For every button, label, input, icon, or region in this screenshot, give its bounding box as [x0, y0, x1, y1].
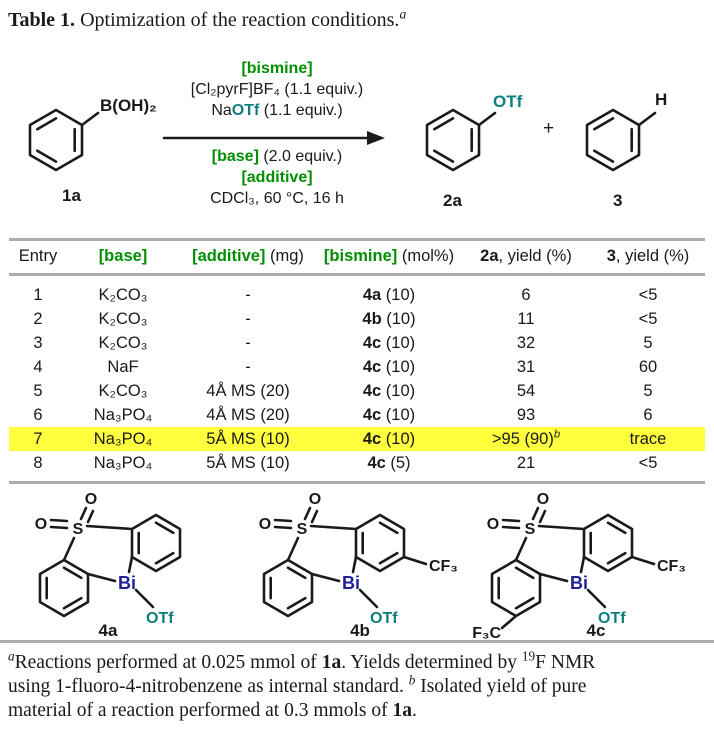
boronic-acid-label: B(OH)₂: [100, 96, 157, 115]
plus-sign: +: [543, 118, 555, 139]
caption-footnote-marker: a: [399, 6, 407, 22]
hydrogen-label: H: [655, 90, 668, 109]
triflate-label: OTf: [493, 92, 523, 111]
header-yield-2a: 2a, yield (%): [461, 239, 591, 276]
header-yield-3: 3, yield (%): [591, 239, 705, 276]
footnote-line: aReactions performed at 0.025 mmol of 1a…: [8, 648, 596, 673]
table-header-row: Entry [base] [additive] (mg) [bismine] (…: [9, 239, 705, 276]
additive-placeholder: [additive]: [241, 169, 313, 186]
fluorinating-reagent: [Cl₂pyrF]BF₄ (1.1 equiv.): [190, 81, 364, 98]
sulfur-atom: S: [297, 521, 308, 538]
structure-4c: S O O Bi OTf CF₃ F₃C 4c: [472, 491, 686, 640]
table-row: 4 NaF - 4c (10) 31 60: [33, 357, 658, 376]
triflate-group: OTf: [146, 610, 174, 627]
header-bismine: [bismine] (mol%): [317, 239, 461, 276]
product-3-ring-structure: [585, 108, 657, 172]
table-row-highlighted: 7 Na₃PO₄ 5Å MS (10) 4c (10) >95 (90)b tr…: [9, 427, 705, 451]
base-placeholder: [base] (2.0 equiv.): [211, 148, 343, 165]
table-row: 2 K₂CO₃ - 4b (10) 11 <5: [33, 309, 658, 328]
bismuth-atom: Bi: [118, 573, 136, 593]
table-row: 8 Na₃PO₄ 5Å MS (10) 4c (5) 21 <5: [33, 453, 658, 472]
compound-2a-label: 2a: [443, 191, 462, 210]
oxygen-atom: O: [537, 491, 549, 508]
oxygen-atom: O: [487, 516, 499, 533]
triflate-group: OTf: [370, 610, 398, 627]
cf3-group: F₃C: [472, 625, 501, 640]
compound-1a-label: 1a: [62, 186, 81, 205]
footnote-line: material of a reaction performed at 0.3 …: [8, 700, 417, 721]
optimization-table: Entry [base] [additive] (mg) [bismine] (…: [9, 238, 705, 484]
sodium-triflate: NaOTf (1.1 equiv.): [211, 102, 343, 119]
bismuth-atom: Bi: [570, 573, 588, 593]
compound-4b-label: 4b: [350, 621, 370, 640]
benzene-ring-structure: [28, 108, 100, 172]
oxygen-atom: O: [35, 516, 47, 533]
product-2a-ring-structure: [425, 108, 497, 172]
table-row: 3 K₂CO₃ - 4c (10) 32 5: [33, 333, 653, 352]
conditions-below-arrow: [base] (2.0 equiv.) [additive] CDCl₃, 60…: [152, 146, 402, 209]
header-additive: [additive] (mg): [179, 239, 317, 276]
table-caption-text: Optimization of the reaction conditions.: [75, 9, 400, 31]
cf3-group: CF₃: [429, 558, 458, 575]
oxygen-atom: O: [85, 491, 97, 508]
reaction-scheme: B(OH)₂ 1a [bismine] [Cl₂pyrF]BF₄ (1.1 eq…: [0, 50, 714, 228]
table-footnote: aReactions performed at 0.025 mmol of 1a…: [8, 648, 708, 723]
header-base: [base]: [67, 239, 179, 276]
header-entry: Entry: [9, 239, 67, 276]
cf3-group: CF₃: [657, 558, 686, 575]
structure-4b: S O O Bi OTf CF₃ 4b: [259, 491, 458, 640]
oxygen-atom: O: [259, 516, 271, 533]
bismine-placeholder: [bismine]: [241, 60, 313, 77]
bismine-structures-strip: S O O Bi OTf 4a S O O Bi OTf CF₃ 4b S O …: [0, 488, 714, 643]
compound-3-label: 3: [613, 191, 623, 210]
solvent-conditions: CDCl₃, 60 °C, 16 h: [210, 190, 344, 207]
table-row: 5 K₂CO₃ 4Å MS (20) 4c (10) 54 5: [33, 381, 653, 400]
reaction-arrow: [162, 131, 385, 145]
table-row: 6 Na₃PO₄ 4Å MS (20) 4c (10) 93 6: [33, 405, 653, 424]
table-caption: Table 1. Optimization of the reaction co…: [8, 6, 706, 32]
footnote-line: using 1-fluoro-4-nitrobenzene as interna…: [8, 672, 587, 697]
bismuth-atom: Bi: [342, 573, 360, 593]
sulfur-atom: S: [73, 521, 84, 538]
compound-4c-label: 4c: [587, 621, 606, 640]
oxygen-atom: O: [309, 491, 321, 508]
structure-4a: S O O Bi OTf 4a: [35, 491, 182, 640]
conditions-above-arrow: [bismine] [Cl₂pyrF]BF₄ (1.1 equiv.) NaOT…: [152, 58, 402, 121]
table-caption-number: Table 1.: [8, 9, 76, 31]
compound-4a-label: 4a: [99, 621, 118, 640]
triflate-group: OTf: [598, 610, 626, 627]
sulfur-atom: S: [525, 521, 536, 538]
table-row: 1 K₂CO₃ - 4a (10) 6 <5: [33, 285, 658, 304]
